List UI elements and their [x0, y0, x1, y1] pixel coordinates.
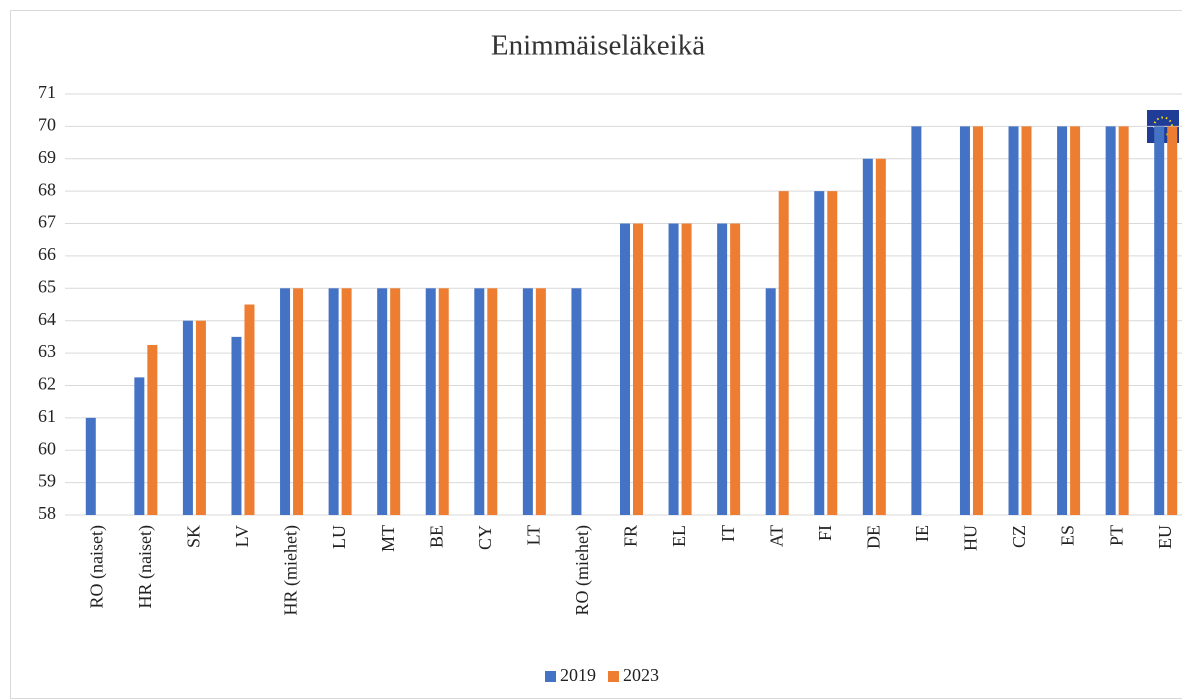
- bar: [814, 191, 825, 515]
- bar: [182, 320, 193, 515]
- y-tick-label: 70: [38, 115, 56, 135]
- bar: [390, 288, 401, 515]
- legend-label: 2019: [560, 665, 596, 685]
- x-tick-label: PT: [1106, 525, 1126, 546]
- bar: [147, 344, 158, 515]
- y-tick-label: 66: [38, 244, 56, 264]
- bar: [972, 126, 983, 515]
- bar: [280, 288, 291, 515]
- bar: [1008, 126, 1019, 515]
- bar: [244, 304, 255, 515]
- y-tick-label: 67: [38, 212, 56, 232]
- bar: [231, 336, 242, 515]
- legend-swatch: [608, 671, 619, 682]
- x-tick-label: LU: [329, 525, 349, 549]
- x-tick-label: AT: [766, 525, 786, 547]
- y-tick-label: 62: [38, 374, 56, 394]
- chart-title: Enimmäiseläkeikä: [491, 30, 705, 62]
- bar: [959, 126, 970, 515]
- y-tick-label: 71: [38, 82, 56, 102]
- x-tick-label: FI: [815, 525, 835, 541]
- legend: 2019 2023: [545, 665, 659, 685]
- legend-swatch: [545, 671, 556, 682]
- y-tick-label: 69: [38, 147, 56, 167]
- bar: [487, 288, 498, 515]
- bar: [85, 417, 96, 515]
- bar: [425, 288, 436, 515]
- x-tick-label: LV: [232, 525, 252, 547]
- bar: [765, 288, 776, 515]
- bar: [633, 223, 643, 516]
- bar: [293, 288, 304, 515]
- x-tick-label: BE: [426, 525, 446, 548]
- y-tick-label: 60: [38, 438, 56, 458]
- bar: [778, 191, 789, 515]
- bar: [911, 126, 922, 515]
- bar: [668, 223, 679, 516]
- x-tick-label: LT: [523, 525, 543, 545]
- x-tick-label: HR (naiset): [135, 525, 156, 608]
- x-tick-label: FR: [621, 525, 641, 547]
- x-tick-label: IE: [912, 525, 932, 542]
- bar: [730, 223, 741, 516]
- bar: [1057, 126, 1068, 515]
- y-tick-label: 65: [38, 276, 56, 296]
- y-tick-label: 58: [38, 503, 56, 523]
- y-tick-label: 59: [38, 471, 56, 491]
- bar: [195, 320, 206, 515]
- bar: [681, 223, 692, 516]
- bar: [571, 288, 582, 515]
- bar: [1118, 126, 1129, 515]
- bar: [1021, 126, 1032, 515]
- bar: [1070, 126, 1081, 515]
- y-tick-label: 64: [38, 309, 56, 329]
- x-tick-label: HR (miehet): [281, 525, 302, 615]
- x-tick-label: RO (naiset): [86, 525, 107, 608]
- bar: [134, 377, 145, 515]
- legend-label: 2023: [623, 665, 659, 685]
- x-tick-label: HU: [961, 525, 981, 551]
- x-tick-label: IT: [718, 525, 738, 542]
- x-tick-label: CY: [475, 525, 495, 550]
- x-tick-label: RO (miehet): [572, 525, 593, 615]
- bar: [862, 158, 873, 515]
- bar: [328, 288, 339, 515]
- y-tick-label: 63: [38, 341, 56, 361]
- bar: [620, 223, 630, 516]
- bar: [377, 288, 388, 515]
- bar: [875, 158, 886, 515]
- bar: [1105, 126, 1116, 515]
- bar: [522, 288, 533, 515]
- bar: [827, 191, 838, 515]
- y-tick-label: 68: [38, 179, 56, 199]
- x-tick-label: MT: [378, 525, 398, 552]
- bar: [535, 288, 546, 515]
- bar: [474, 288, 485, 515]
- x-tick-label: SK: [184, 525, 204, 548]
- bar: [438, 288, 449, 515]
- bar: [717, 223, 728, 516]
- x-tick-label: EU: [1155, 525, 1175, 549]
- x-tick-label: EL: [669, 525, 689, 547]
- bar: [1167, 126, 1178, 515]
- bar: [341, 288, 352, 515]
- bar: [1154, 126, 1165, 515]
- x-tick-label: CZ: [1009, 525, 1029, 548]
- y-tick-label: 61: [38, 406, 56, 426]
- x-tick-label: ES: [1058, 525, 1078, 546]
- x-tick-label: DE: [863, 525, 883, 549]
